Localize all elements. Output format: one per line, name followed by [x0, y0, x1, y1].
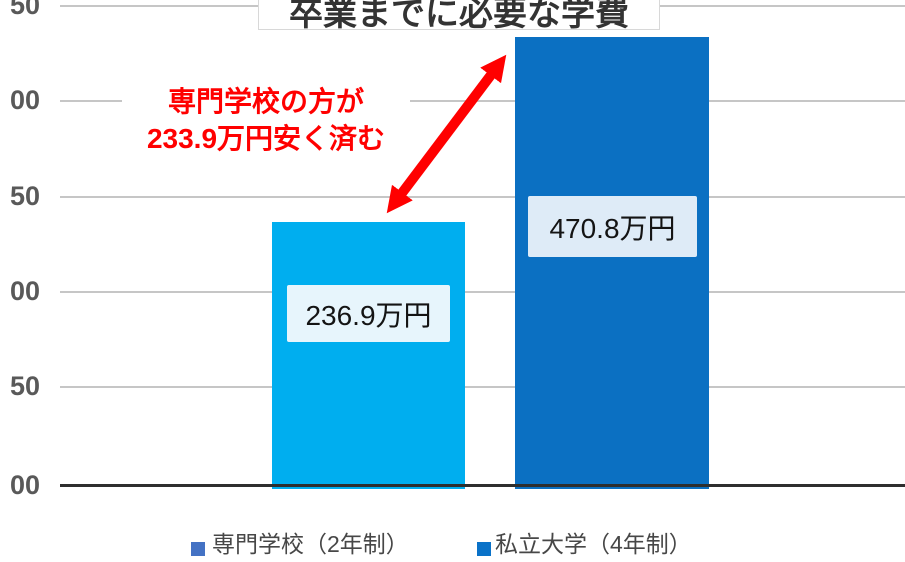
y-tick-label: 50	[9, 181, 40, 211]
value-label-vocational-school: 236.9万円	[287, 285, 450, 342]
gridline	[60, 291, 905, 293]
value-text: 236.9万円	[305, 299, 432, 331]
annotation-line2: 233.9万円安く済む	[146, 123, 386, 154]
value-label-private-university: 470.8万円	[528, 196, 697, 257]
legend-swatch-vocational-school	[191, 542, 205, 556]
gridline	[60, 386, 905, 388]
legend-label-vocational-school: 専門学校（2年制）	[212, 531, 409, 557]
bar-private-university	[515, 37, 709, 489]
chart-title: 卒業までに必要な学費	[289, 0, 629, 30]
legend-label-private-university: 私立大学（4年制）	[495, 531, 692, 557]
y-tick-label: 00	[9, 276, 40, 306]
value-text: 470.8万円	[549, 212, 676, 244]
chart-title-box: 卒業までに必要な学費	[258, 0, 660, 30]
bar-vocational-school	[272, 222, 465, 489]
annotation-callout-step	[170, 167, 412, 178]
y-tick-label: 00	[9, 85, 40, 115]
annotation-line1: 専門学校の方が	[167, 86, 364, 117]
y-tick-label: 50	[9, 371, 40, 401]
x-axis-line	[60, 484, 905, 487]
y-tick-label: 00	[9, 470, 40, 500]
y-tick-label: 50	[9, 0, 40, 20]
legend-swatch-private-university	[477, 542, 491, 556]
gridline	[60, 196, 905, 198]
annotation-callout: 専門学校の方が 233.9万円安く済む	[122, 74, 410, 168]
